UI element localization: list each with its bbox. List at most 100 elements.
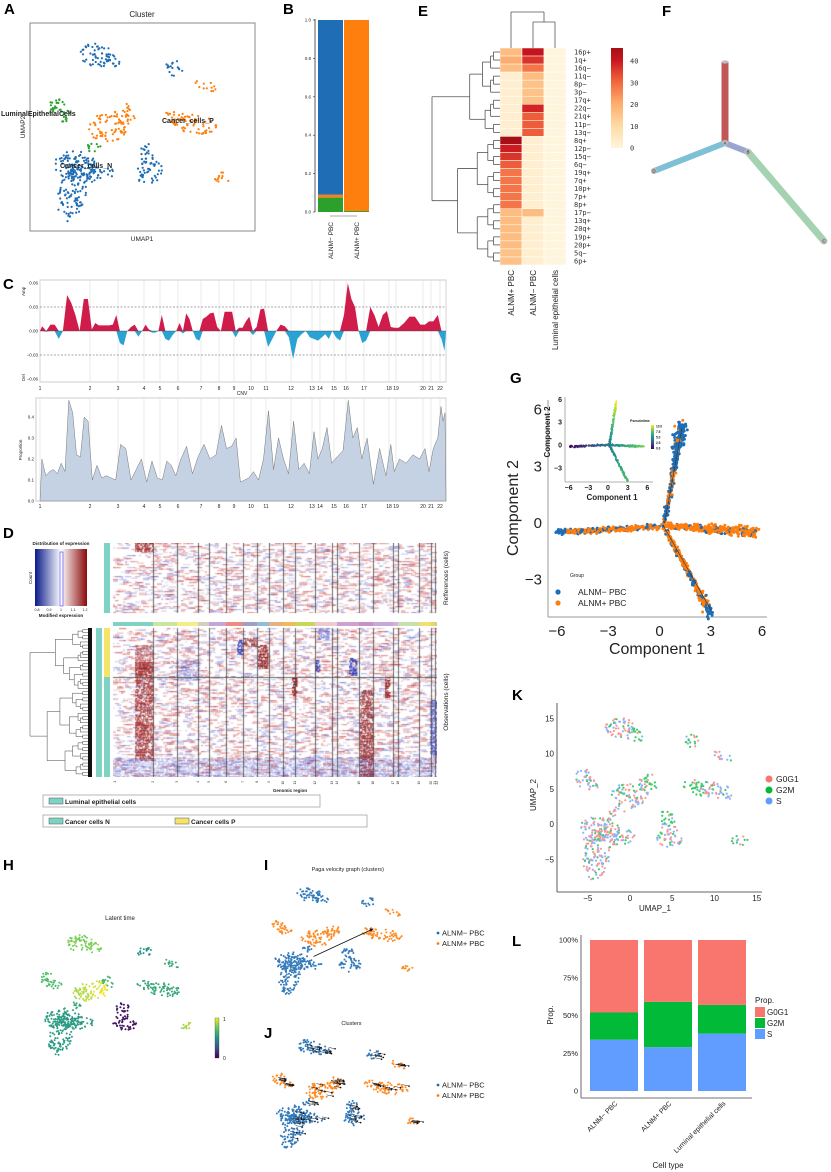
point xyxy=(670,525,674,529)
point xyxy=(151,988,154,991)
point xyxy=(119,1014,122,1016)
point xyxy=(296,954,299,957)
legend-swatch xyxy=(174,817,190,825)
point xyxy=(67,154,70,157)
point xyxy=(110,114,113,118)
x-tick-label: 22 xyxy=(437,386,443,392)
point xyxy=(701,610,705,614)
point xyxy=(284,1126,286,1129)
point xyxy=(719,530,723,533)
point xyxy=(316,900,319,903)
point xyxy=(561,529,565,533)
chromosome-color-bar xyxy=(373,622,393,626)
point xyxy=(82,991,85,993)
point xyxy=(122,133,126,136)
point xyxy=(123,131,126,134)
point xyxy=(315,896,318,899)
point xyxy=(277,964,280,967)
point xyxy=(321,931,324,934)
point xyxy=(67,1018,70,1021)
point xyxy=(352,952,355,954)
point xyxy=(282,983,285,986)
point xyxy=(613,409,616,411)
point xyxy=(90,1022,92,1025)
point xyxy=(308,896,311,899)
heatmap-cell xyxy=(521,240,545,250)
heatmap-cell xyxy=(521,256,545,266)
chart-title: Cluster xyxy=(129,10,155,19)
point xyxy=(56,1050,58,1053)
point xyxy=(345,1112,348,1115)
point xyxy=(93,990,95,993)
cluster-annotation: LuminalEpithelialCells xyxy=(1,111,76,118)
point xyxy=(53,1018,55,1021)
chromosome-color-bar xyxy=(393,622,398,626)
point xyxy=(297,967,300,970)
point xyxy=(75,202,78,205)
point xyxy=(757,527,761,531)
colorbar-tick: 30 xyxy=(630,79,638,87)
inset-y-tick: 3 xyxy=(558,420,562,427)
point xyxy=(342,966,345,969)
point xyxy=(202,125,205,128)
row-label: 20q+ xyxy=(574,225,591,233)
point xyxy=(66,1026,68,1028)
point xyxy=(76,190,79,193)
legend-label: Cancer cells P xyxy=(191,819,236,826)
point xyxy=(71,212,74,215)
point xyxy=(66,159,69,162)
point xyxy=(317,894,320,897)
point xyxy=(313,1082,316,1085)
point xyxy=(202,82,205,85)
x-axis-label: CNV xyxy=(237,391,248,397)
point xyxy=(94,985,97,988)
point xyxy=(81,946,84,949)
point xyxy=(67,214,70,217)
point xyxy=(702,603,705,607)
point xyxy=(158,986,161,989)
point xyxy=(307,1040,310,1043)
point xyxy=(142,980,144,982)
tree-branch xyxy=(722,140,751,155)
point xyxy=(191,113,194,116)
point xyxy=(74,156,77,159)
x-tick-label: 16 xyxy=(371,781,375,785)
point xyxy=(156,173,159,176)
heatmap-cell xyxy=(521,136,545,145)
point xyxy=(204,120,207,123)
point xyxy=(294,1133,297,1136)
point xyxy=(122,1010,125,1013)
y-tick-label: 0.3 xyxy=(28,436,35,441)
point xyxy=(312,932,315,935)
point xyxy=(175,966,178,969)
point xyxy=(612,425,614,428)
x-tick-label: 18 xyxy=(386,386,392,392)
point xyxy=(621,469,624,472)
point xyxy=(68,1024,71,1027)
heatmap-cell xyxy=(521,184,545,193)
point xyxy=(80,948,83,951)
point xyxy=(95,137,98,140)
point xyxy=(77,1017,80,1020)
point xyxy=(46,1011,49,1014)
point xyxy=(287,954,290,957)
point xyxy=(588,444,590,447)
point xyxy=(666,513,670,517)
point xyxy=(303,947,306,950)
point xyxy=(80,204,83,207)
point xyxy=(77,1013,80,1016)
point xyxy=(672,458,676,462)
point xyxy=(615,401,618,404)
point xyxy=(319,1085,322,1088)
point xyxy=(320,1119,323,1122)
point xyxy=(298,957,301,960)
point xyxy=(667,526,671,530)
point xyxy=(145,160,148,163)
chromosome-color-bar xyxy=(177,622,198,626)
point xyxy=(327,1048,330,1051)
point xyxy=(279,1134,282,1137)
point xyxy=(129,1021,132,1024)
point xyxy=(273,1077,276,1080)
point xyxy=(275,1074,278,1077)
point xyxy=(361,902,363,904)
